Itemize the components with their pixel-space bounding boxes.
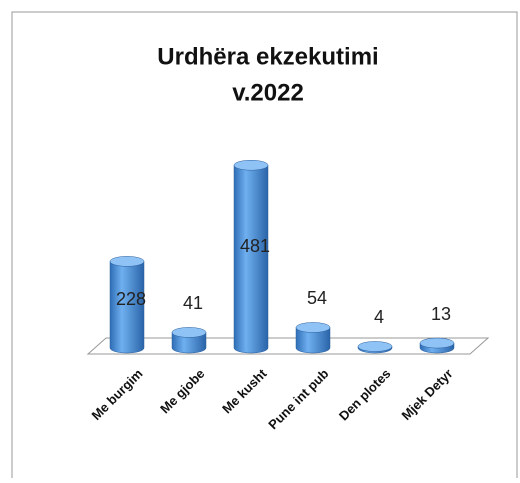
bar-top [233, 159, 269, 171]
chart-title: v.2022 [232, 79, 304, 106]
value-label: 481 [240, 236, 270, 256]
bar [171, 332, 207, 354]
bar [233, 164, 269, 354]
value-label: 41 [183, 293, 203, 313]
value-label: 54 [307, 288, 327, 308]
bar [295, 327, 331, 354]
value-label: 228 [116, 289, 146, 309]
bar-top [419, 337, 455, 349]
bar-top [171, 327, 207, 338]
chart-title: Urdhëra ekzekutimi [157, 43, 378, 70]
bar-top [109, 256, 145, 267]
value-label: 4 [374, 307, 384, 327]
bar [109, 261, 145, 354]
value-label: 13 [431, 304, 451, 324]
bar-top [357, 341, 393, 352]
bar-top [295, 322, 331, 333]
